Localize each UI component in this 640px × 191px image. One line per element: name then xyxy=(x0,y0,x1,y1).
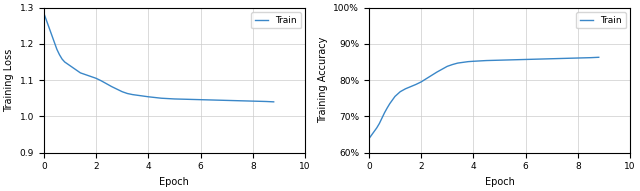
Train xyxy=(58,58,66,60)
Train xyxy=(102,83,110,85)
Train xyxy=(184,98,191,100)
Train xyxy=(371,130,378,133)
Train xyxy=(82,74,90,76)
Train xyxy=(428,74,435,77)
Train xyxy=(145,96,152,98)
Train xyxy=(396,91,404,93)
Train xyxy=(433,71,440,73)
Train xyxy=(383,107,391,109)
Y-axis label: Training Accuracy: Training Accuracy xyxy=(317,37,328,123)
Train xyxy=(376,122,383,125)
Train xyxy=(40,12,47,14)
Train xyxy=(196,99,204,101)
Train xyxy=(367,134,375,136)
Train xyxy=(270,101,278,103)
Train xyxy=(561,57,568,60)
Train xyxy=(134,94,141,96)
Train xyxy=(61,61,68,63)
Train xyxy=(548,58,556,60)
Line: Train: Train xyxy=(369,57,599,139)
Train xyxy=(43,19,51,22)
Legend: Train: Train xyxy=(576,12,625,28)
Train xyxy=(45,26,53,29)
Y-axis label: Training Loss: Training Loss xyxy=(4,49,14,112)
Train xyxy=(108,86,116,88)
Train xyxy=(495,59,503,61)
Train xyxy=(509,59,516,61)
Train xyxy=(407,86,415,88)
Train xyxy=(262,100,269,103)
Train xyxy=(381,112,388,114)
Train xyxy=(464,61,472,63)
Train xyxy=(417,81,425,83)
Train xyxy=(113,88,121,90)
Train xyxy=(574,57,582,59)
Train xyxy=(373,127,381,129)
Train xyxy=(223,99,230,102)
Train xyxy=(157,97,165,99)
Train xyxy=(365,138,372,140)
Train xyxy=(87,75,95,78)
Train xyxy=(522,58,529,61)
Legend: Train: Train xyxy=(251,12,301,28)
Train xyxy=(140,95,147,97)
Train xyxy=(97,80,105,82)
Train xyxy=(118,91,126,93)
Train xyxy=(535,58,543,60)
Train xyxy=(210,99,218,101)
Train xyxy=(77,72,84,74)
Train xyxy=(71,68,79,70)
Train xyxy=(171,98,179,100)
Train xyxy=(402,88,410,90)
Train xyxy=(454,62,461,64)
Train xyxy=(124,92,131,95)
Train xyxy=(249,100,257,102)
X-axis label: Epoch: Epoch xyxy=(159,177,189,187)
Train xyxy=(129,93,136,96)
Train xyxy=(66,65,74,67)
Train xyxy=(412,83,420,86)
X-axis label: Epoch: Epoch xyxy=(484,177,515,187)
Train xyxy=(388,99,396,101)
Train xyxy=(92,77,100,79)
Train xyxy=(386,103,394,105)
Train xyxy=(51,41,58,43)
Train xyxy=(236,100,244,102)
Train xyxy=(449,63,456,66)
Train xyxy=(459,61,467,64)
Train xyxy=(53,48,61,50)
Train xyxy=(595,56,603,58)
Train xyxy=(438,68,446,70)
Train xyxy=(422,78,430,80)
Train xyxy=(378,117,386,119)
Train xyxy=(587,57,595,59)
Train xyxy=(63,63,71,65)
Train xyxy=(48,34,56,36)
Line: Train: Train xyxy=(44,13,274,102)
Train xyxy=(483,59,490,62)
Train xyxy=(391,95,399,98)
Train xyxy=(56,54,63,56)
Train xyxy=(470,60,477,62)
Train xyxy=(444,65,451,67)
